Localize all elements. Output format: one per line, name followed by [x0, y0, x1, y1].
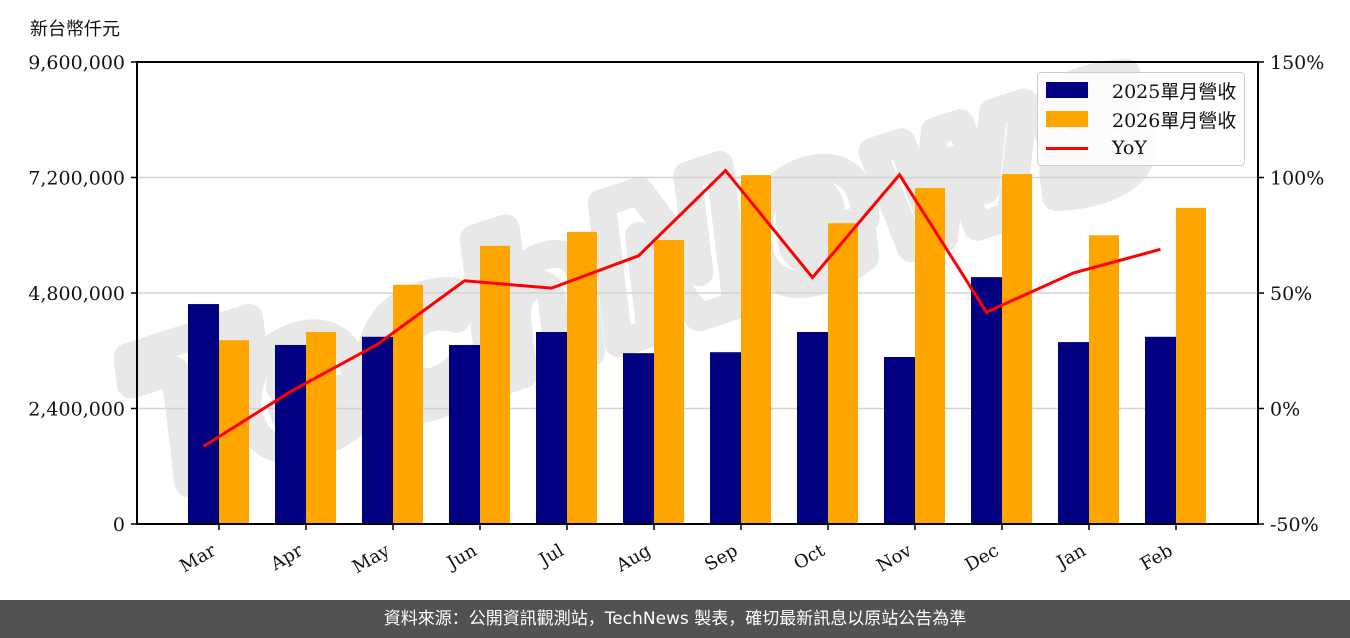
x-tick-label-aug: Aug [612, 540, 655, 577]
right-tick-label: -50% [1270, 514, 1319, 536]
x-tick-label-dec: Dec [962, 540, 1003, 576]
bar-2025-apr [275, 344, 306, 524]
x-tick-label-nov: Nov [873, 540, 916, 577]
legend-label-yoy: YoY [1112, 137, 1147, 159]
right-tick-label: 100% [1270, 168, 1324, 190]
bar-2026-jan [1089, 235, 1119, 524]
bar-2025-feb [1145, 336, 1176, 524]
bar-2026-dec [1002, 174, 1032, 524]
bar-2025-oct [797, 331, 828, 524]
x-tick-label-may: May [349, 540, 394, 578]
source-footer: 資料來源：公開資訊觀測站，TechNews 製表，確切最新訊息以原站公告為準 [0, 600, 1350, 638]
legend-swatch-2025 [1046, 82, 1088, 98]
bar-2026-oct [828, 223, 858, 524]
chart-legend: 2025單月營收 2026單月營收 YoY [1037, 72, 1245, 166]
bar-2025-jul [536, 331, 567, 524]
bar-2025-sep [710, 352, 741, 524]
bar-2026-nov [915, 188, 945, 524]
bar-2026-apr [306, 331, 336, 524]
bar-2025-jan [1058, 342, 1089, 524]
bar-2026-sep [741, 175, 771, 524]
y-axis-unit-label: 新台幣仟元 [30, 19, 120, 40]
bar-2026-jun [480, 245, 510, 524]
x-tick-label-oct: Oct [790, 540, 829, 575]
x-tick-label-jul: Jul [534, 540, 568, 572]
x-tick-label-feb: Feb [1137, 540, 1177, 575]
left-tick-label: 0 [113, 514, 125, 536]
bar-2025-mar [188, 304, 219, 524]
revenue-chart: TechNews 02,400,0004,800,0007,200,0009,6… [28, 0, 1324, 578]
right-tick-label: 150% [1270, 52, 1324, 74]
legend-item-yoy: YoY [1046, 135, 1147, 161]
bar-2026-aug [654, 240, 684, 524]
legend-item-2026: 2026單月營收 [1046, 106, 1236, 132]
x-tick-label-mar: Mar [176, 540, 220, 577]
bar-2025-nov [884, 357, 915, 524]
legend-label-2025: 2025單月營收 [1112, 80, 1237, 103]
yoy-line [202, 168, 1161, 448]
right-tick-label: 0% [1270, 399, 1300, 421]
x-axis-ticks: Mar Apr May Jun Jul Aug Sep Oct Nov Dec Jan Feb [176, 524, 1177, 578]
legend-line-yoy [1046, 146, 1088, 150]
right-axis-ticks: -50% 0% 50% 100% 150% [1258, 52, 1324, 536]
bar-2025-aug [623, 353, 654, 524]
bar-2025-may [362, 336, 393, 524]
bar-series [188, 174, 1206, 524]
bar-2025-dec [971, 277, 1002, 524]
left-tick-label: 4,800,000 [28, 283, 125, 305]
legend-label-2026: 2026單月營收 [1112, 109, 1237, 132]
yoy-polyline [202, 168, 1161, 448]
legend-swatch-2026 [1046, 111, 1088, 127]
x-tick-label-apr: Apr [266, 540, 306, 575]
x-tick-label-sep: Sep [701, 540, 741, 575]
bar-2026-feb [1176, 207, 1206, 524]
right-tick-label: 50% [1270, 283, 1312, 305]
left-tick-label: 9,600,000 [28, 52, 125, 74]
bar-2025-jun [449, 344, 480, 524]
bar-2026-may [393, 284, 423, 524]
left-axis-ticks: 0 2,400,000 4,800,000 7,200,000 9,600,000 [28, 52, 137, 536]
legend-item-2025: 2025單月營收 [1046, 77, 1236, 103]
left-tick-label: 7,200,000 [28, 168, 125, 190]
x-tick-label-jan: Jan [1052, 540, 1090, 574]
left-tick-label: 2,400,000 [28, 399, 125, 421]
x-tick-label-jun: Jun [442, 540, 481, 575]
